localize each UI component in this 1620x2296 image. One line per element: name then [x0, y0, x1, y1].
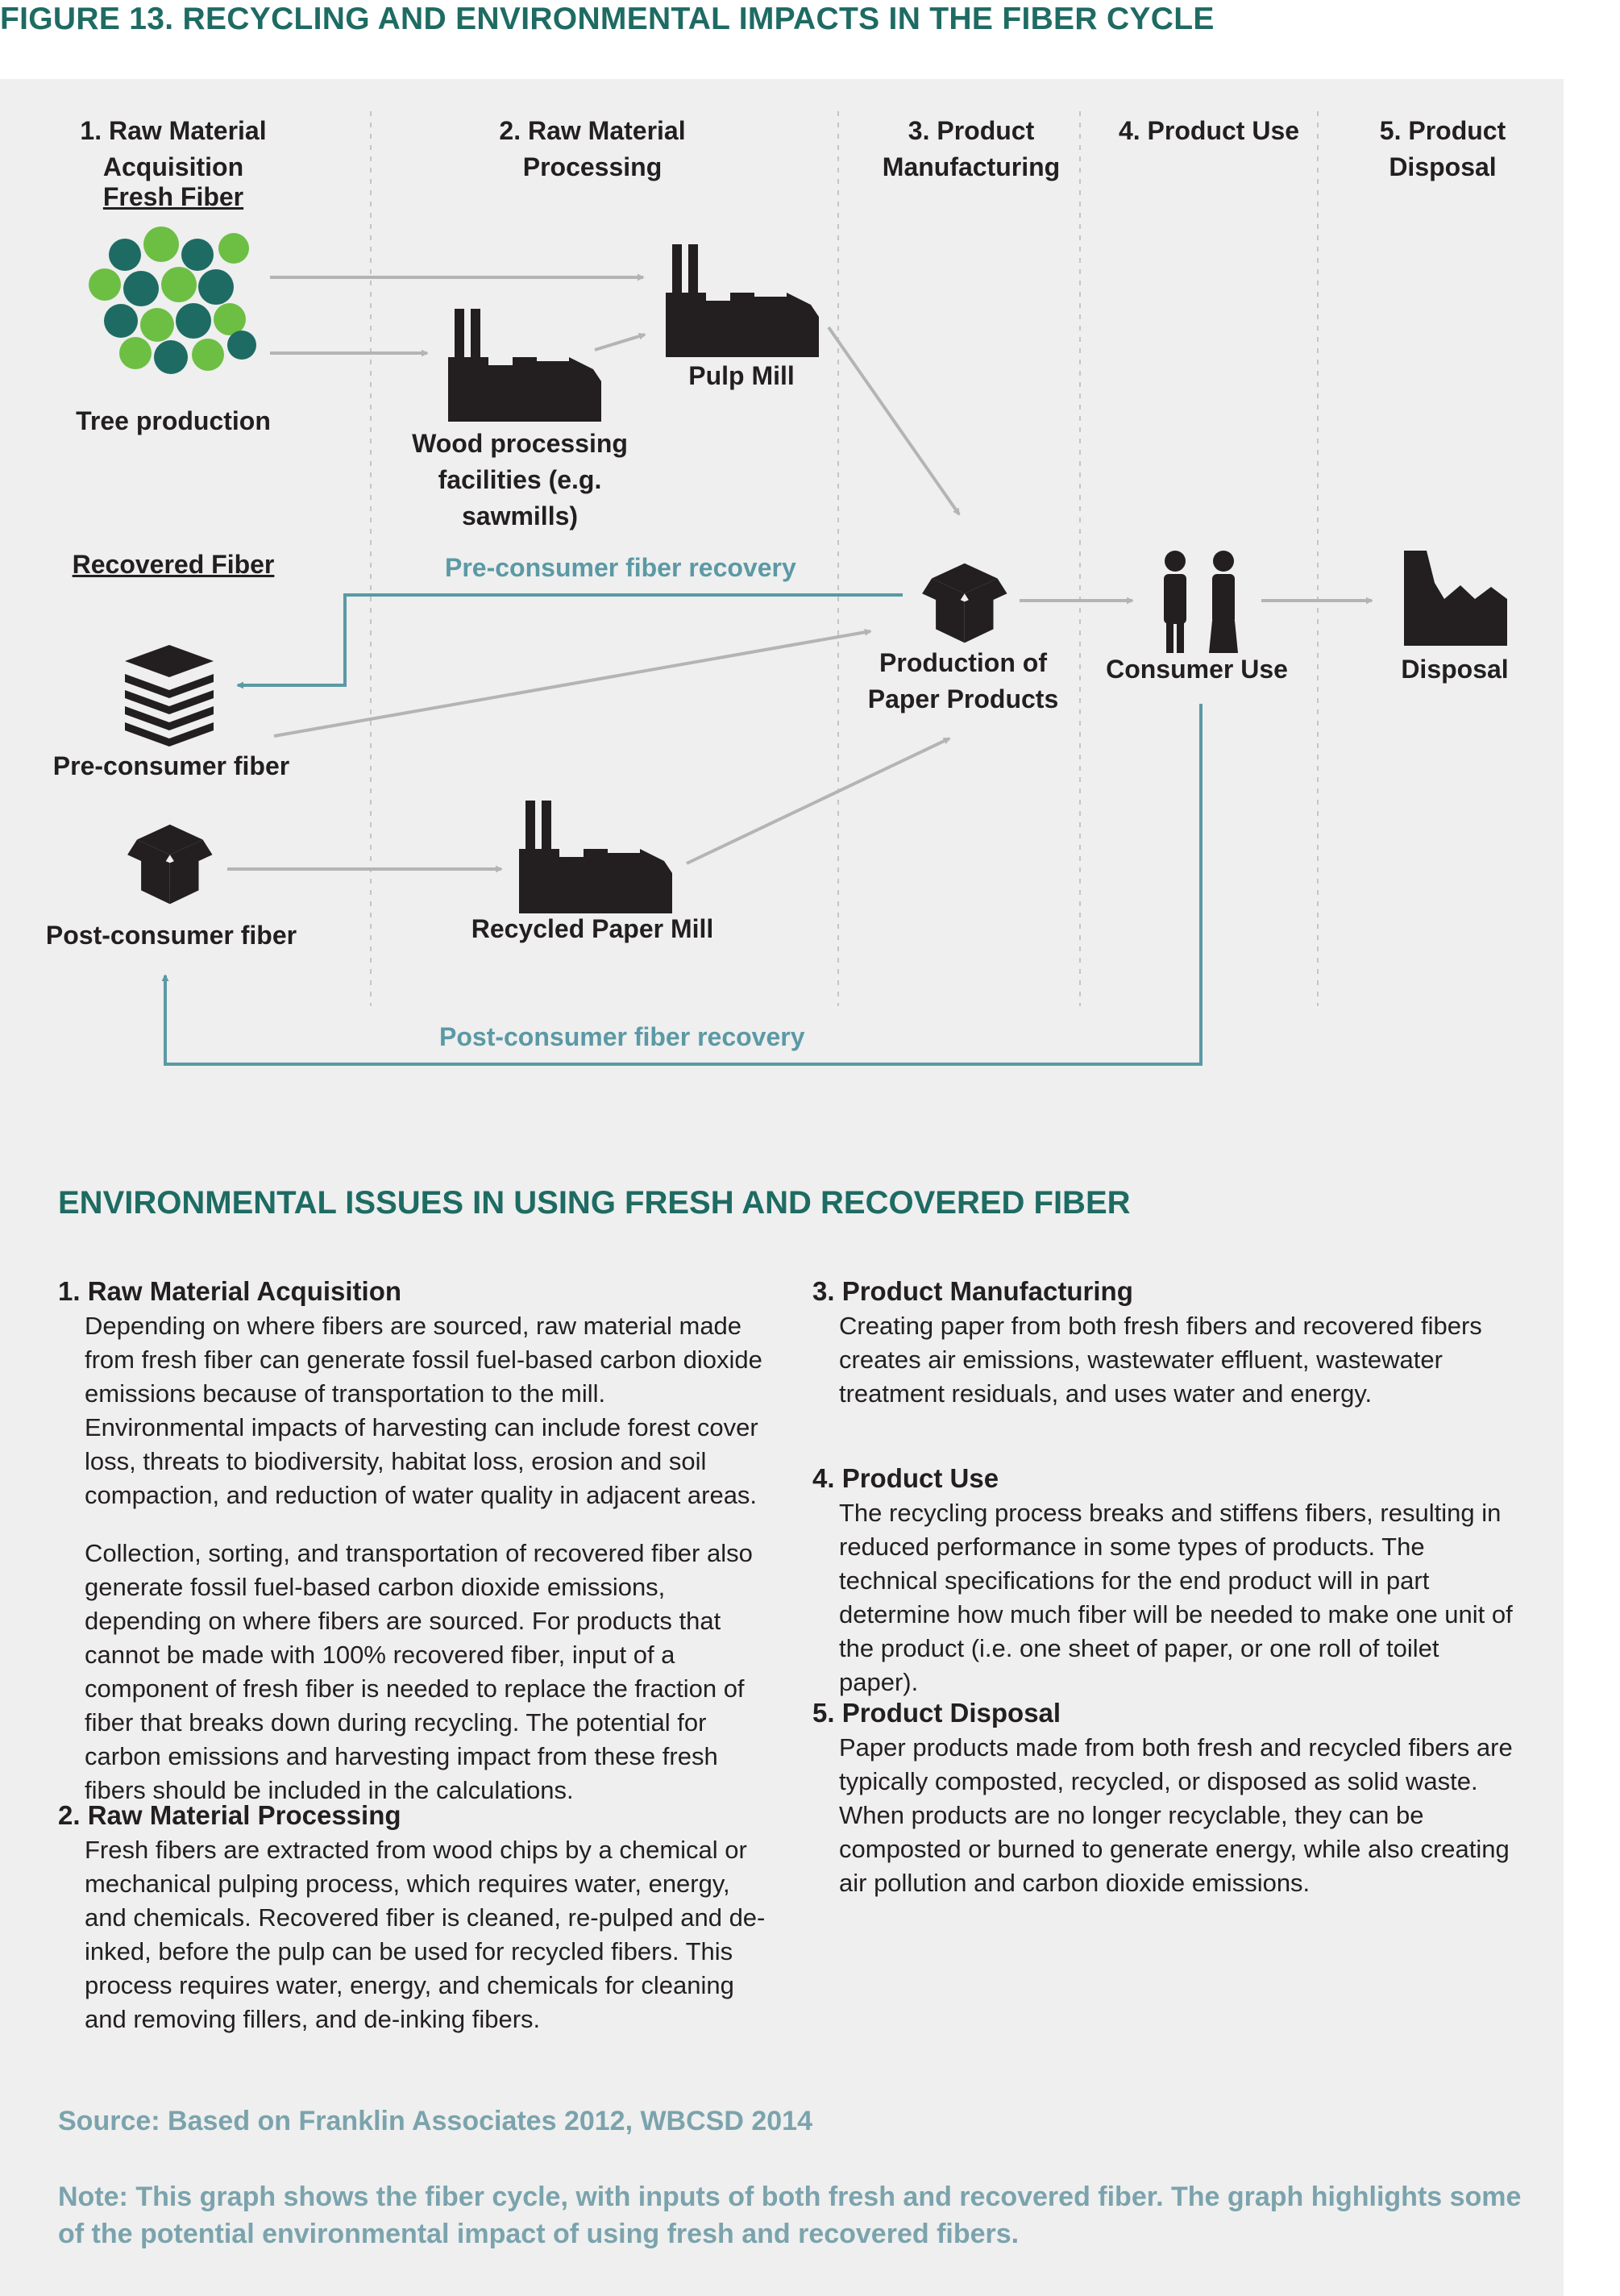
issue-paragraph: Creating paper from both fresh fibers an…	[839, 1312, 1482, 1408]
wood-processing-label: Wood processing facilities (e.g. sawmill…	[412, 429, 628, 530]
issue-paragraph: Collection, sorting, and transportation …	[85, 1539, 753, 1804]
recycled-paper-mill-label: Recycled Paper Mill	[471, 914, 714, 943]
tree-icon	[89, 227, 256, 374]
issue-paragraph: Paper products made from both fresh and …	[839, 1733, 1513, 1897]
issue-paragraph: Fresh fibers are extracted from wood chi…	[85, 1836, 766, 2033]
production-box-icon	[922, 563, 1007, 643]
disposal-icon	[1404, 551, 1507, 646]
column-header-product-manufacturing: 3. Product Manufacturing	[882, 116, 1061, 181]
post-consumer-fiber-label: Post-consumer fiber	[45, 921, 297, 950]
pre-consumer-recovery-label: Pre-consumer fiber recovery	[445, 553, 796, 582]
column-header-raw-material-acquisition: 1. Raw Material Acquisition	[80, 116, 267, 181]
issue-raw-material-acquisition: 1. Raw Material Acquisition Depending on…	[58, 1274, 767, 1807]
disposal-label: Disposal	[1401, 655, 1509, 684]
tree-production-label: Tree production	[76, 406, 271, 435]
column-header-product-disposal: 5. Product Disposal	[1379, 116, 1506, 181]
flow-arrows	[227, 273, 1373, 873]
issue-heading: 1. Raw Material Acquisition	[58, 1276, 402, 1306]
issue-product-use: 4. Product Use The recycling process bre…	[812, 1461, 1522, 1699]
figure-panel	[0, 79, 1564, 2296]
issue-paragraph: The recycling process breaks and stiffen…	[839, 1499, 1513, 1696]
fiber-cycle-diagram	[89, 111, 1507, 1066]
issue-product-disposal: 5. Product Disposal Paper products made …	[812, 1695, 1522, 1900]
wood-processing-icon	[448, 309, 601, 422]
post-consumer-recovery-label: Post-consumer fiber recovery	[439, 1022, 805, 1051]
paper-stack-icon	[125, 645, 214, 747]
source-note: Source: Based on Franklin Associates 201…	[58, 2106, 812, 2136]
issue-product-manufacturing: 3. Product Manufacturing Creating paper …	[812, 1274, 1522, 1411]
pulp-mill-label: Pulp Mill	[688, 361, 795, 390]
column-dividers	[370, 111, 1319, 1006]
production-of-paper-label: Production of Paper Products	[867, 648, 1059, 713]
issue-heading: 2. Raw Material Processing	[58, 1800, 401, 1830]
issue-heading: 4. Product Use	[812, 1463, 999, 1493]
post-consumer-box-icon	[127, 824, 213, 905]
column-header-product-use: 4. Product Use	[1118, 116, 1300, 145]
issue-raw-material-processing: 2. Raw Material Processing Fresh fibers …	[58, 1798, 767, 2036]
issues-title: ENVIRONMENTAL ISSUES IN USING FRESH AND …	[58, 1185, 1131, 1221]
issue-paragraph: Depending on where fibers are sourced, r…	[85, 1312, 762, 1509]
pre-consumer-fiber-label: Pre-consumer fiber	[52, 751, 290, 780]
issue-heading: 3. Product Manufacturing	[812, 1276, 1133, 1306]
figure-title: FIGURE 13. RECYCLING AND ENVIRONMENTAL I…	[0, 2, 1215, 36]
consumer-use-label: Consumer Use	[1106, 655, 1288, 684]
fresh-fiber-label: Fresh Fiber	[102, 182, 244, 211]
issue-heading: 5. Product Disposal	[812, 1698, 1061, 1728]
column-header-raw-material-processing: 2. Raw Material Processing	[499, 116, 686, 181]
recovery-arrows	[161, 593, 1203, 1066]
pulp-mill-icon	[666, 244, 819, 357]
recovered-fiber-label: Recovered Fiber	[72, 550, 275, 579]
recycled-paper-mill-icon	[519, 801, 672, 913]
figure-note: Note: This graph shows the fiber cycle, …	[58, 2182, 1522, 2249]
consumer-icon	[1164, 551, 1238, 653]
